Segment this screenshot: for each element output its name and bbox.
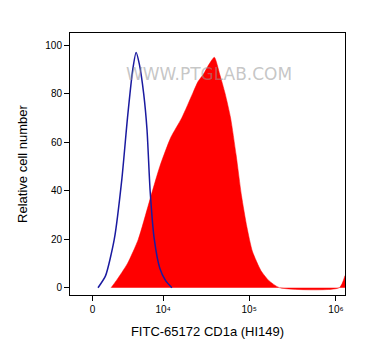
svg-text:10⁴: 10⁴ (155, 304, 170, 315)
svg-text:10⁵: 10⁵ (242, 304, 257, 315)
svg-text:0: 0 (90, 304, 96, 315)
svg-text:0: 0 (56, 282, 62, 293)
svg-text:WWW.PTGLAB.COM: WWW.PTGLAB.COM (126, 64, 292, 84)
svg-text:Relative cell number: Relative cell number (15, 104, 30, 222)
svg-text:60: 60 (51, 137, 63, 148)
svg-text:FITC-65172 CD1a (HI149): FITC-65172 CD1a (HI149) (131, 324, 284, 339)
svg-text:20: 20 (51, 234, 63, 245)
svg-text:80: 80 (51, 88, 63, 99)
svg-text:10⁶: 10⁶ (328, 304, 343, 315)
svg-text:100: 100 (45, 40, 62, 51)
svg-text:40: 40 (51, 185, 63, 196)
